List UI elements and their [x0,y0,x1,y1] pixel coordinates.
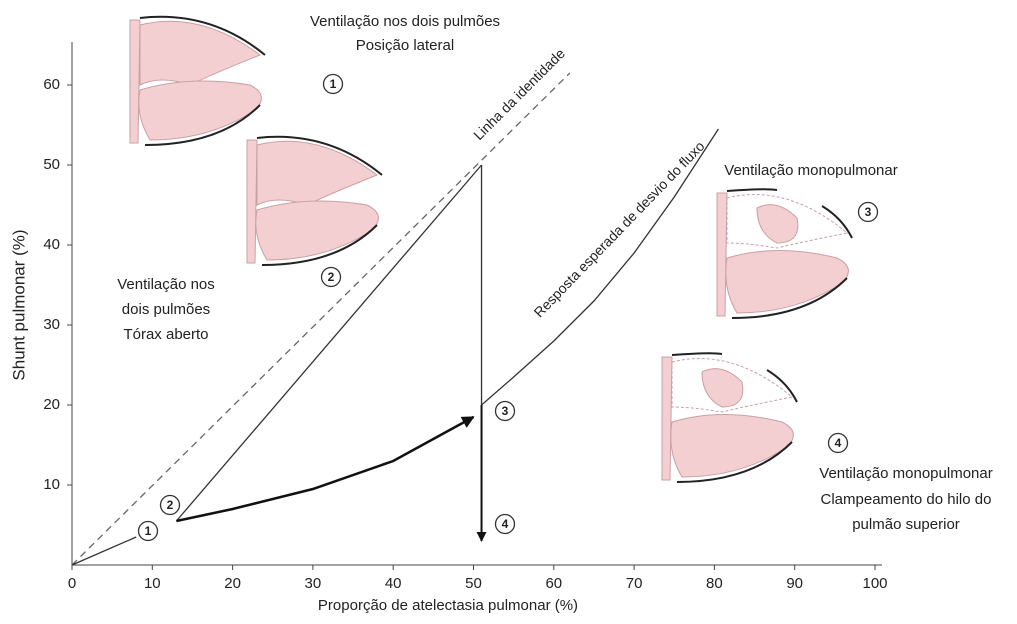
annotation: Ventilação nos [117,276,215,293]
badge-label: 2 [167,498,174,512]
annotation: Resposta esperada de desvio do fluxo [531,138,708,321]
badge-label: 1 [330,77,337,91]
y-tick-label: 60 [43,76,60,93]
y-tick-label: 10 [43,476,60,493]
y-tick-label: 30 [43,316,60,333]
annotation: Ventilação monopulmonar [724,162,897,179]
x-axis-title: Proporção de atelectasia pulmonar (%) [318,597,578,614]
badge-label: 4 [835,436,842,450]
lung-illustration [247,137,382,265]
line-series [72,537,136,565]
x-tick-label: 60 [545,575,562,592]
x-tick-label: 10 [144,575,161,592]
y-tick-label: 20 [43,396,60,413]
x-tick-label: 80 [706,575,723,592]
badge-label: 2 [328,270,335,284]
annotation: Clampeamento do hilo do [821,491,992,508]
y-tick-label: 50 [43,156,60,173]
badge-label: 1 [145,524,152,538]
y-axis-title: Shunt pulmonar (%) [9,229,28,380]
x-tick-label: 0 [68,575,76,592]
x-tick-label: 30 [305,575,322,592]
y-tick-label: 40 [43,236,60,253]
x-tick-label: 50 [465,575,482,592]
lung-illustration [662,353,797,482]
lung-illustration [130,17,265,145]
lung-illustration [717,189,852,318]
annotation: Tórax aberto [123,326,208,343]
annotation: Ventilação monopulmonar [819,465,992,482]
chart: Proporção de atelectasia pulmonar (%) Sh… [0,0,1017,619]
x-tick-label: 90 [786,575,803,592]
annotation: dois pulmões [122,301,210,318]
annotation: Ventilação nos dois pulmões [310,13,500,30]
x-tick-label: 40 [385,575,402,592]
x-tick-label: 70 [626,575,643,592]
badge-label: 3 [865,205,872,219]
x-tick-label: 20 [224,575,241,592]
annotation: pulmão superior [852,516,960,533]
badge-label: 4 [502,517,509,531]
annotation: Posição lateral [356,37,454,54]
x-tick-label: 100 [862,575,887,592]
badge-label: 3 [502,404,509,418]
annotation: Linha da identidade [470,45,568,143]
